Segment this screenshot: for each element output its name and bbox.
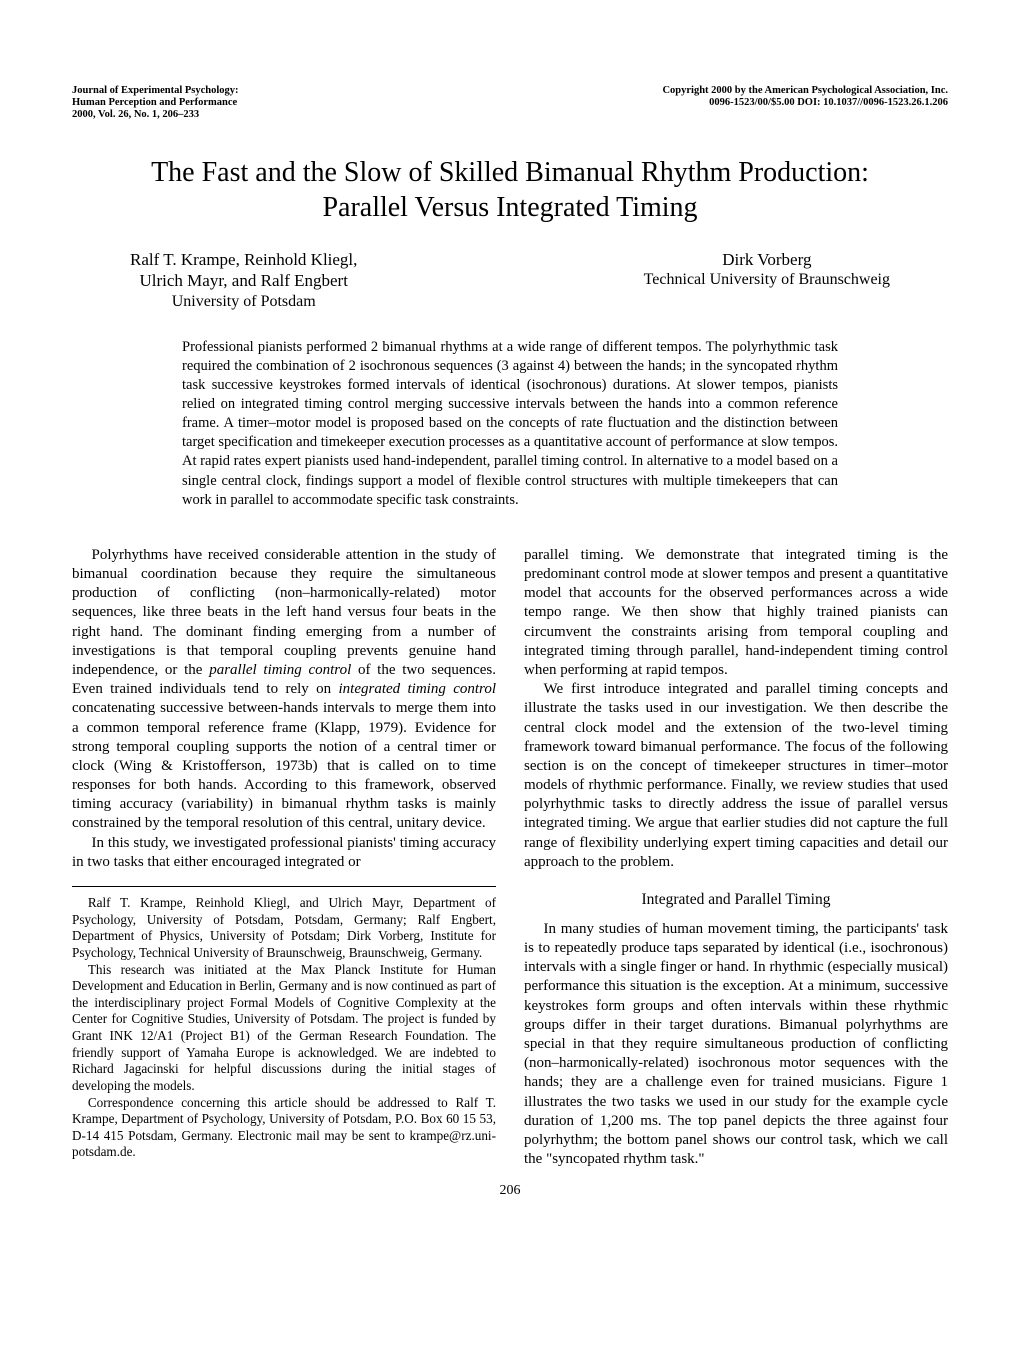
footnote-para-3: Correspondence concerning this article s…	[72, 1095, 496, 1162]
paragraph-3: parallel timing. We demonstrate that int…	[524, 546, 948, 680]
author-group-left: Ralf T. Krampe, Reinhold Kliegl, Ulrich …	[130, 249, 357, 312]
paragraph-2: In this study, we investigated professio…	[72, 834, 496, 872]
author-names-right: Dirk Vorberg	[644, 249, 890, 270]
header-right: Copyright 2000 by the American Psycholog…	[662, 85, 948, 121]
author-note: Ralf T. Krampe, Reinhold Kliegl, and Ulr…	[72, 895, 496, 1161]
journal-name-1: Journal of Experimental Psychology:	[72, 85, 239, 97]
abstract: Professional pianists performed 2 bimanu…	[182, 338, 838, 510]
running-header: Journal of Experimental Psychology: Huma…	[72, 85, 948, 121]
author-group-right: Dirk Vorberg Technical University of Bra…	[644, 249, 890, 312]
copyright-line-1: Copyright 2000 by the American Psycholog…	[662, 85, 948, 97]
page-number: 206	[72, 1183, 948, 1199]
journal-name-2: Human Perception and Performance	[72, 97, 239, 109]
body-columns: Polyrhythms have received considerable a…	[72, 546, 948, 1169]
author-names-left-1: Ralf T. Krampe, Reinhold Kliegl,	[130, 249, 357, 270]
paragraph-5: In many studies of human movement timing…	[524, 920, 948, 1169]
footnote-para-1: Ralf T. Krampe, Reinhold Kliegl, and Ulr…	[72, 895, 496, 962]
header-left: Journal of Experimental Psychology: Huma…	[72, 85, 239, 121]
footnote-separator	[72, 886, 496, 887]
authors-block: Ralf T. Krampe, Reinhold Kliegl, Ulrich …	[130, 249, 890, 312]
paragraph-1: Polyrhythms have received considerable a…	[72, 546, 496, 834]
column-left: Polyrhythms have received considerable a…	[72, 546, 496, 1169]
column-right: parallel timing. We demonstrate that int…	[524, 546, 948, 1169]
page: Journal of Experimental Psychology: Huma…	[0, 0, 1020, 1229]
author-affil-right: Technical University of Braunschweig	[644, 270, 890, 290]
author-names-left-2: Ulrich Mayr, and Ralf Engbert	[130, 270, 357, 291]
title-line-2: Parallel Versus Integrated Timing	[322, 192, 697, 223]
paragraph-4: We first introduce integrated and parall…	[524, 680, 948, 872]
title-line-1: The Fast and the Slow of Skilled Bimanua…	[151, 157, 869, 188]
copyright-line-2: 0096-1523/00/$5.00 DOI: 10.1037//0096-15…	[662, 97, 948, 109]
term-integrated-timing: integrated timing control	[339, 681, 497, 697]
article-title: The Fast and the Slow of Skilled Bimanua…	[72, 155, 948, 225]
section-heading-1: Integrated and Parallel Timing	[524, 890, 948, 910]
author-affil-left: University of Potsdam	[130, 292, 357, 312]
journal-volume: 2000, Vol. 26, No. 1, 206–233	[72, 109, 239, 121]
footnote-para-2: This research was initiated at the Max P…	[72, 962, 496, 1095]
term-parallel-timing: parallel timing control	[209, 662, 351, 678]
